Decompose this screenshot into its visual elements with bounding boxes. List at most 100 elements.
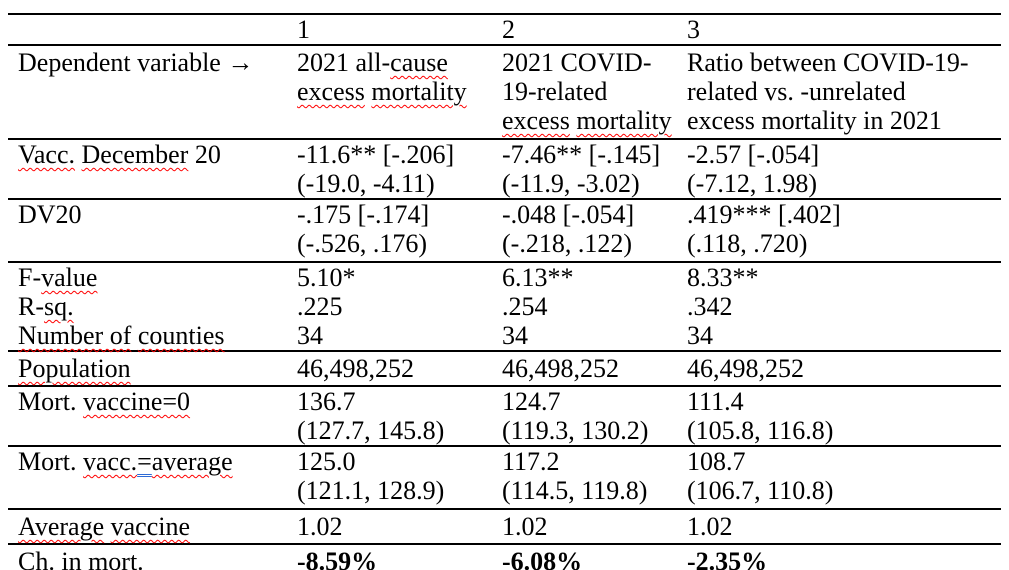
row-group-average-vaccine: Average vaccine 1.02 1.02 1.02 <box>8 509 1001 544</box>
table-cell: Ch. in mort. <box>8 544 297 570</box>
vacc-december-20-row: Vacc. December 20 -11.6** [-.206] (-19.0, … <box>8 139 1001 199</box>
table-cell: 46,498,252 <box>297 351 502 386</box>
text-line: (114.5, 119.8) <box>502 476 648 505</box>
text-line: excess mortality in 2021 <box>687 106 942 135</box>
text-line: -7.46** [-.145] <box>502 140 661 169</box>
spellcheck-squiggle: Number of <box>18 321 132 350</box>
table-cell: .225 <box>297 292 502 321</box>
text-line: 2 <box>502 15 515 44</box>
table-cell: 46,498,252 <box>502 351 687 386</box>
table-cell: -6.08% <box>502 544 687 570</box>
spellcheck-squiggle: mortality <box>371 77 467 106</box>
text-line: Average vaccine <box>18 512 297 541</box>
row-group-vacc-december-20: Vacc. December 20 -11.6** [-.206] (-19.0, … <box>8 139 1001 199</box>
model-stats-row: R-sq. .225 .254 .342 <box>8 292 1001 321</box>
table-cell: 111.4 (105.8, 116.8) <box>687 386 1001 446</box>
spellcheck-squiggle: excess <box>502 106 570 135</box>
table-cell: Mort. vacc.=average <box>8 446 297 509</box>
table-cell: R-sq. <box>8 292 297 321</box>
row-group-mort-vacc-average: Mort. vacc.=average 125.0 (121.1, 128.9) 11… <box>8 446 1001 509</box>
text-line: Ratio between COVID-19- <box>687 48 969 77</box>
table-cell: Number of counties <box>8 321 297 351</box>
text-line: related vs. -unrelated <box>687 77 906 106</box>
spellcheck-squiggle: Population <box>18 354 131 383</box>
table-cell: 136.7 (127.7, 145.8) <box>297 386 502 446</box>
spellcheck-squiggle: vaccine=0 <box>83 387 191 416</box>
row-group-mort-vaccine-0: Mort. vaccine=0 136.7 (127.7, 145.8) 124.7(… <box>8 386 1001 446</box>
table-cell: 6.13** <box>502 262 687 292</box>
text-line: (106.7, 110.8) <box>687 476 834 505</box>
text-line: .225 <box>297 292 343 321</box>
text-line: 19-related <box>502 77 608 106</box>
text-line: 125.0 <box>297 447 356 476</box>
table-cell: 5.10* <box>297 262 502 292</box>
text-line: 34 <box>687 321 713 350</box>
text-line: (-7.12, 1.98) <box>687 169 817 198</box>
table-cell: DV20 <box>8 199 297 262</box>
text-line: 117.2 <box>502 447 560 476</box>
table-cell: 117.2 (114.5, 119.8) <box>502 446 687 509</box>
table-cell: -2.57 [-.054] (-7.12, 1.98) <box>687 139 1001 199</box>
text-line: -2.35% <box>687 547 768 570</box>
spellcheck-squiggle: Ch. <box>18 547 55 570</box>
table-cell: 8.33** <box>687 262 1001 292</box>
table-cell: -.175 [-.174] (-.526, .176) <box>297 199 502 262</box>
text-line: 34 <box>297 321 323 350</box>
table-cell: 1.02 <box>687 509 1001 544</box>
text-line: Number of counties <box>18 321 297 350</box>
text-line: (121.1, 128.9) <box>297 476 445 505</box>
table-cell: .254 <box>502 292 687 321</box>
text-line: .342 <box>687 292 733 321</box>
text-line: (-.526, .176) <box>297 229 427 258</box>
text-line: 46,498,252 <box>687 354 804 383</box>
text-line: 8.33** <box>687 263 759 292</box>
spellcheck-squiggle: average <box>151 447 233 476</box>
row-group-population: Population 46,498,252 46,498,252 46,498,252 <box>8 351 1001 386</box>
change-in-mortality-row: Ch. in mort. -8.59% -6.08% -2.35% <box>8 544 1001 570</box>
row-group-model-stats: F-value 5.10* 6.13** 8.33** R-sq. .225 .254 .34… <box>8 262 1001 351</box>
text-line: 1.02 <box>502 512 548 541</box>
row-group-dv20: DV20 -.175 [-.174] (-.526, .176) -.048 [-.0… <box>8 199 1001 262</box>
table-cell: 1 <box>297 14 502 45</box>
spellcheck-squiggle: excess <box>297 77 365 106</box>
text-line: 136.7 <box>297 387 356 416</box>
table-cell: Vacc. December 20 <box>8 139 297 199</box>
text-line: 108.7 <box>687 447 746 476</box>
text-line: (105.8, 116.8) <box>687 416 834 445</box>
dv20-row: DV20 -.175 [-.174] (-.526, .176) -.048 [-.0… <box>8 199 1001 262</box>
spellcheck-squiggle: Average <box>18 512 105 541</box>
dependent-variable-row: Dependent variable → 2021 all-cause excess… <box>8 45 1001 139</box>
row-group-column-numbers: 1 2 3 <box>8 14 1001 45</box>
spellcheck-squiggle: vacc. <box>83 447 138 476</box>
text-line: -2.57 [-.054] <box>687 140 820 169</box>
text-line: 2021 all-cause <box>297 48 448 77</box>
spellcheck-squiggle: counties <box>137 321 225 350</box>
spellcheck-squiggle: vaccine <box>110 512 191 541</box>
table-cell: 46,498,252 <box>687 351 1001 386</box>
spellcheck-squiggle: value <box>41 263 98 292</box>
spellcheck-squiggle: cause <box>390 48 448 77</box>
table-cell <box>8 14 297 45</box>
table-cell: Ratio between COVID-19- related vs. -unre… <box>687 45 1001 139</box>
table-cell: Average vaccine <box>8 509 297 544</box>
table-cell: .342 <box>687 292 1001 321</box>
mort-vacc-average-row: Mort. vacc.=average 125.0 (121.1, 128.9) 11… <box>8 446 1001 509</box>
text-line: -11.6** [-.206] <box>297 140 455 169</box>
text-line: Population <box>18 354 297 383</box>
text-line: DV20 <box>18 200 82 229</box>
text-line: .419*** [.402] <box>687 200 841 229</box>
table-cell: F-value <box>8 262 297 292</box>
text-line: 1 <box>297 15 310 44</box>
table-cell: .419*** [.402] (.118, .720) <box>687 199 1001 262</box>
text-line: (-11.9, -3.02) <box>502 169 640 198</box>
spellcheck-squiggle: Vacc. <box>18 140 76 169</box>
population-row: Population 46,498,252 46,498,252 46,498,252 <box>8 351 1001 386</box>
text-line: R-sq. <box>18 292 74 321</box>
text-line: 3 <box>687 15 700 44</box>
text-line: Mort. vaccine=0 <box>18 387 191 416</box>
text-line: -.048 [-.054] <box>502 200 635 229</box>
text-line: 46,498,252 <box>297 354 414 383</box>
text-line: 2021 COVID- <box>502 48 652 77</box>
mort-vaccine-0-row: Mort. vaccine=0 136.7 (127.7, 145.8) 124.7(… <box>8 386 1001 446</box>
table-cell: Population <box>8 351 297 386</box>
